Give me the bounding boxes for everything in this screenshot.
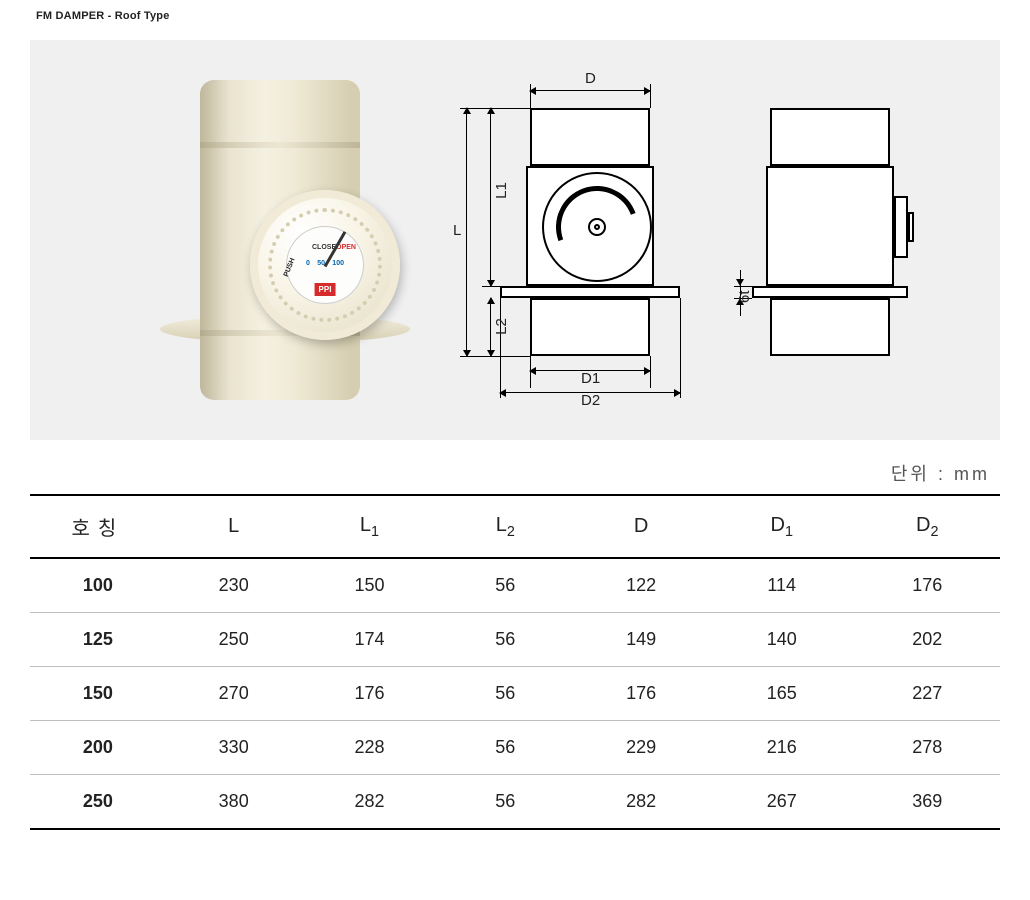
product-photo: CLOSE OPEN 0 50 100 PUSH PPI	[160, 80, 420, 400]
dim-D: D	[582, 70, 599, 87]
table-cell: 56	[437, 667, 573, 721]
diagram-front: D D1 D2 L L1 L2	[460, 70, 690, 410]
table-cell: 150	[302, 558, 438, 613]
table-cell: 140	[709, 613, 855, 667]
dim-L: L	[450, 222, 464, 239]
table-cell: 270	[166, 667, 302, 721]
table-row: 10023015056122114176	[30, 558, 1000, 613]
table-cell: 229	[573, 721, 709, 775]
table-cell: 176	[573, 667, 709, 721]
dim-D2: D2	[581, 392, 600, 409]
dim-6t: 6t	[736, 287, 753, 306]
table-cell: 202	[854, 613, 1000, 667]
table-cell: 216	[709, 721, 855, 775]
table-cell: 250	[30, 775, 166, 830]
dim-D1: D1	[581, 370, 600, 387]
dim-L1: L1	[493, 179, 510, 202]
figure-panel: CLOSE OPEN 0 50 100 PUSH PPI	[30, 40, 1000, 440]
col-L2: L2	[437, 495, 573, 558]
dim-L2: L2	[493, 315, 510, 338]
col-L: L	[166, 495, 302, 558]
table-row: 20033022856229216278	[30, 721, 1000, 775]
table-cell: 165	[709, 667, 855, 721]
table-cell: 174	[302, 613, 438, 667]
dial-tick-100: 100	[332, 260, 344, 267]
table-cell: 267	[709, 775, 855, 830]
brand-badge: PPI	[315, 283, 336, 296]
table-cell: 230	[166, 558, 302, 613]
dial-tick-0: 0	[306, 260, 310, 267]
table-cell: 100	[30, 558, 166, 613]
table-cell: 56	[437, 775, 573, 830]
table-row: 15027017656176165227	[30, 667, 1000, 721]
table-row: 12525017456149140202	[30, 613, 1000, 667]
table-header-row: 호칭LL1L2DD1D2	[30, 495, 1000, 558]
table-cell: 176	[302, 667, 438, 721]
unit-label: 단위 : mm	[0, 456, 1030, 490]
table-cell: 56	[437, 558, 573, 613]
dial-push-label: PUSH	[283, 257, 297, 278]
page-title: FM DAMPER - Roof Type	[0, 0, 1030, 40]
table-cell: 56	[437, 721, 573, 775]
diagram-side: 6t	[740, 70, 910, 410]
table-cell: 369	[854, 775, 1000, 830]
table-cell: 227	[854, 667, 1000, 721]
table-cell: 150	[30, 667, 166, 721]
table-cell: 330	[166, 721, 302, 775]
table-cell: 380	[166, 775, 302, 830]
table-cell: 149	[573, 613, 709, 667]
table-cell: 282	[302, 775, 438, 830]
col-L1: L1	[302, 495, 438, 558]
col-D: D	[573, 495, 709, 558]
col-호칭: 호칭	[30, 495, 166, 558]
col-D2: D2	[854, 495, 1000, 558]
table-cell: 250	[166, 613, 302, 667]
table-cell: 282	[573, 775, 709, 830]
table-row: 25038028256282267369	[30, 775, 1000, 830]
table-cell: 56	[437, 613, 573, 667]
spec-table: 호칭LL1L2DD1D2 100230150561221141761252501…	[30, 494, 1000, 830]
table-cell: 122	[573, 558, 709, 613]
table-cell: 278	[854, 721, 1000, 775]
table-cell: 176	[854, 558, 1000, 613]
table-cell: 200	[30, 721, 166, 775]
table-cell: 228	[302, 721, 438, 775]
col-D1: D1	[709, 495, 855, 558]
table-cell: 125	[30, 613, 166, 667]
dial-knob: CLOSE OPEN 0 50 100 PUSH PPI	[250, 190, 400, 340]
table-cell: 114	[709, 558, 855, 613]
